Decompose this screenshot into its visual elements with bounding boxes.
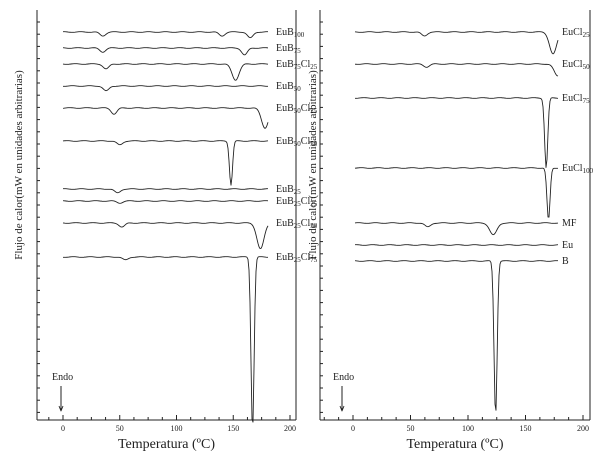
- chart-panel-1: 0 50 100 150 200 Temperatura (ºC) Flujo de cal…: [13, 10, 318, 452]
- dsc-curve: [62, 47, 269, 56]
- curve-label-sub: 25: [294, 188, 302, 196]
- curve-label-name: EuB: [276, 81, 294, 92]
- curve-label-sub: 50: [583, 63, 591, 71]
- curve-label: MF: [562, 218, 577, 229]
- curve-label-sub2: 25: [310, 107, 318, 115]
- x-tick-label: 200: [284, 424, 296, 433]
- curve-label-sub: 25: [294, 222, 302, 230]
- dsc-curve: [354, 167, 559, 218]
- curve-label: EuB50: [276, 81, 301, 93]
- curve-label-sub: 25: [583, 31, 591, 39]
- curve-label-sub: 100: [583, 167, 594, 175]
- curve-label-name2: Cl: [301, 196, 311, 207]
- x-tick-label: 100: [171, 424, 183, 433]
- endo-annotation: Endo: [333, 372, 354, 383]
- dsc-curve: [62, 256, 269, 423]
- curve-label-name: B: [562, 256, 569, 267]
- dsc-curve: [62, 200, 269, 204]
- endo-arrow-head: [339, 405, 345, 412]
- x-axis-label: Temperatura (ºC): [118, 437, 215, 452]
- curve-label-name: EuCl: [562, 27, 583, 38]
- curve-label-sub: 50: [294, 107, 302, 115]
- endo-arrow-head: [58, 405, 64, 412]
- curve-label: EuB25: [276, 184, 301, 196]
- x-tick-label: 0: [351, 424, 355, 433]
- x-tick-label: 100: [462, 424, 474, 433]
- curve-label-name: EuCl: [562, 93, 583, 104]
- curve-label-sub: 25: [294, 256, 302, 264]
- curve-label-sub: 75: [294, 63, 302, 71]
- y-axis-label: Flujo de calor(mW en unidades arbitraria…: [13, 70, 25, 260]
- curve-label-sub: 100: [294, 31, 305, 39]
- dsc-curve: [354, 244, 559, 246]
- curve-label: Eu: [562, 240, 573, 251]
- dsc-curve: [354, 222, 559, 236]
- x-tick-label: 0: [61, 424, 65, 433]
- dsc-curve: [62, 222, 269, 250]
- curve-label-name: EuB: [276, 59, 294, 70]
- curve-label-name: EuB: [276, 103, 294, 114]
- curve-label-name: EuB: [276, 43, 294, 54]
- dsc-curve: [62, 63, 269, 81]
- curve-label-sub2: 25: [310, 63, 318, 71]
- curve-label: EuCl50: [562, 59, 590, 71]
- x-tick-label: 50: [407, 424, 415, 433]
- curve-label-name: EuB: [276, 184, 294, 195]
- curve-label-sub: 50: [294, 140, 302, 148]
- x-tick-label: 200: [577, 424, 589, 433]
- curve-label-name2: Cl: [301, 103, 311, 114]
- curve-label: EuB75: [276, 43, 301, 55]
- curve-label-name2: Cl: [301, 218, 311, 229]
- curve-label: EuB25Cl50: [276, 218, 318, 230]
- curve-label-name: EuB: [276, 136, 294, 147]
- dsc-curve: [62, 140, 269, 186]
- curve-label-sub: 75: [583, 97, 591, 105]
- curve-label: EuB50Cl50: [276, 136, 318, 148]
- curve-label-sub2: 50: [310, 222, 318, 230]
- curve-label: B: [562, 256, 569, 267]
- curve-label-name: EuCl: [562, 59, 583, 70]
- y-axis-label: Flujo de calor(mW en unidades arbitraria…: [307, 70, 319, 260]
- x-tick-label: 150: [227, 424, 239, 433]
- curve-label: EuB25Cl25: [276, 196, 318, 208]
- curve-label-name: EuB: [276, 27, 294, 38]
- curve-label: EuB25Cl75: [276, 252, 318, 264]
- dsc-curve: [62, 85, 269, 92]
- curve-label-name: Eu: [562, 240, 573, 251]
- dsc-curve: [62, 188, 269, 194]
- curve-label-sub: 75: [294, 47, 302, 55]
- curve-label-sub2: 75: [310, 256, 318, 264]
- curve-label-name: MF: [562, 218, 577, 229]
- x-tick-label: 50: [116, 424, 124, 433]
- curve-label-name2: Cl: [301, 136, 311, 147]
- curve-label-name: EuB: [276, 252, 294, 263]
- curve-label-name: EuB: [276, 218, 294, 229]
- curve-label-sub: 50: [294, 85, 302, 93]
- curve-label: EuB100: [276, 27, 305, 39]
- dsc-curve: [62, 31, 268, 39]
- dsc-curve: [354, 63, 559, 77]
- curve-label: EuB75Cl25: [276, 59, 318, 71]
- curve-label-name2: Cl: [301, 59, 311, 70]
- curve-label: EuCl25: [562, 27, 590, 39]
- endo-annotation: Endo: [52, 372, 73, 383]
- curve-label: EuCl75: [562, 93, 590, 105]
- chart-panel-2: 0 50 100 150 200 Temperatura (ºC) Flujo de cal…: [307, 10, 594, 452]
- curve-label-sub: 25: [294, 200, 302, 208]
- dsc-curve: [62, 107, 269, 129]
- curve-label-name: EuCl: [562, 163, 583, 174]
- curve-label-name2: Cl: [301, 252, 311, 263]
- curve-label-sub2: 50: [310, 140, 318, 148]
- curve-label: EuCl100: [562, 163, 594, 175]
- curve-label: EuB50Cl25: [276, 103, 318, 115]
- curve-label-sub2: 25: [310, 200, 318, 208]
- curve-label-name: EuB: [276, 196, 294, 207]
- dsc-curve: [354, 97, 559, 168]
- x-tick-label: 150: [520, 424, 532, 433]
- dsc-curve: [354, 31, 559, 55]
- dsc-curve: [354, 260, 559, 411]
- x-axis-label: Temperatura (ºC): [406, 437, 503, 452]
